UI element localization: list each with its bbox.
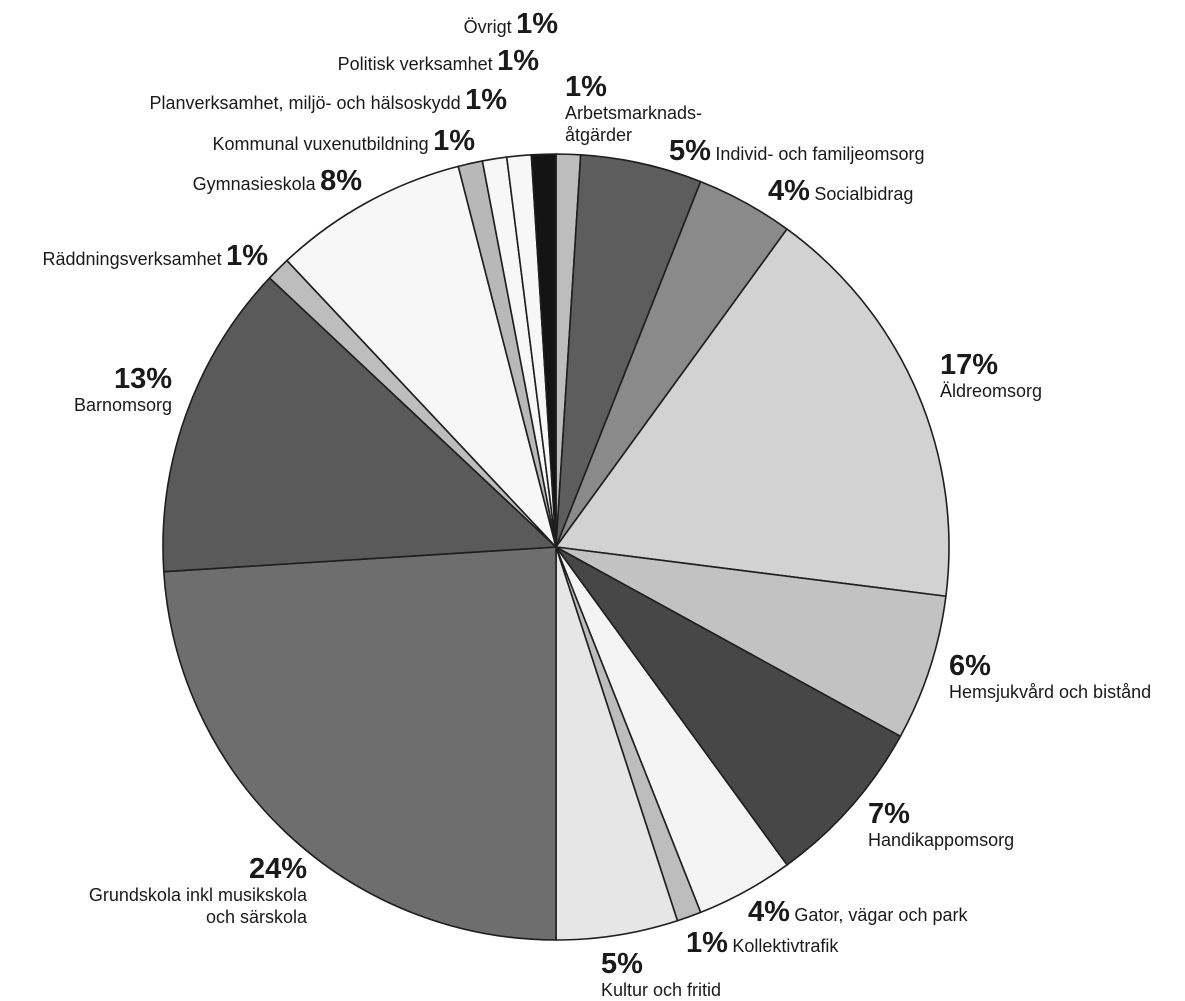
name-label-hemsjukvard: Hemsjukvård och bistånd [949,682,1152,702]
name-label-grundskola-2: och särskola [205,907,307,927]
pie-slice-4 [555,228,950,598]
label-kollektiv: 1% Kollektivtrafik [686,929,838,958]
label-aldreomsorg: 17% Äldreomsorg [940,351,1042,402]
name-label-kultur: Kultur och fritid [601,980,722,1000]
name-label-raddning: Räddningsverksamhet [42,249,222,269]
pct-label-hemsjukvard: 6% [949,650,991,682]
label-plan: Planverksamhet, miljö- och hälsoskydd 1% [149,86,507,115]
name-label-socialbidrag: Socialbidrag [814,184,914,204]
label-gymnasie: Gymnasieskola 8% [193,167,362,196]
pct-label-gator: 4% [748,896,790,928]
pie-slice-11 [162,277,557,573]
name-label-gymnasie: Gymnasieskola [192,174,316,194]
name-label-handikapp: Handikappomsorg [868,830,1015,850]
pie-slice-10 [162,546,557,941]
label-handikapp: 7% Handikappomsorg [868,800,1014,851]
pct-label-handikapp: 7% [868,798,910,830]
label-gator: 4% Gator, vägar och park [748,898,967,927]
label-individ: 5% Individ- och familjeomsorg [669,137,924,166]
label-grundskola: 24% Grundskola inkl musikskola och särsk… [89,855,307,928]
name-label-kollektiv: Kollektivtrafik [732,936,839,956]
pct-label-individ: 5% [669,135,711,167]
pie-slices [162,153,950,941]
pct-label-arbetsmarknad: 1% [565,71,607,103]
name-label-arbetsmarknad-1: Arbetsmarknads- [565,103,703,123]
name-label-plan: Planverksamhet, miljö- och hälsoskydd [149,93,461,113]
name-label-individ: Individ- och familjeomsorg [715,144,925,164]
label-kultur: 5% Kultur och fritid [601,950,721,1001]
pct-label-gymnasie: 8% [320,165,362,197]
name-label-aldreomsorg: Äldreomsorg [940,381,1043,401]
name-label-gator: Gator, vägar och park [794,905,968,925]
pct-label-ovrigt: 1% [516,8,558,40]
name-label-grundskola-1: Grundskola inkl musikskola [88,885,307,905]
label-barnomsorg: 13% Barnomsorg [74,365,172,416]
label-hemsjukvard: 6% Hemsjukvård och bistånd [949,652,1151,703]
pct-label-politisk: 1% [497,45,539,77]
pie-slice-6 [555,546,902,866]
pct-label-aldreomsorg: 17% [940,349,999,381]
pie-slice-17 [530,153,557,548]
pct-label-grundskola: 24% [248,853,307,885]
pct-label-socialbidrag: 4% [768,175,810,207]
name-label-arbetsmarknad-2: åtgärder [565,125,633,145]
label-socialbidrag: 4% Socialbidrag [768,177,913,206]
label-politisk: Politisk verksamhet 1% [338,47,539,76]
label-ovrigt: Övrigt 1% [464,10,558,39]
pct-label-kollektiv: 1% [686,927,728,959]
pct-label-raddning: 1% [226,240,268,272]
pct-label-barnomsorg: 13% [113,363,172,395]
label-raddning: Räddningsverksamhet 1% [43,242,268,271]
name-label-ovrigt: Övrigt [463,17,512,37]
pie-slice-5 [555,546,947,738]
pie-slice-13 [286,165,557,548]
name-label-vuxen: Kommunal vuxenutbildning [212,134,429,154]
label-vuxen: Kommunal vuxenutbildning 1% [212,127,475,156]
label-arbetsmarknad: 1% Arbetsmarknads- åtgärder [565,73,702,146]
pct-label-vuxen: 1% [433,125,475,157]
name-label-barnomsorg: Barnomsorg [73,395,172,415]
name-label-politisk: Politisk verksamhet [337,54,493,74]
pct-label-plan: 1% [465,84,507,116]
pct-label-kultur: 5% [601,948,643,980]
